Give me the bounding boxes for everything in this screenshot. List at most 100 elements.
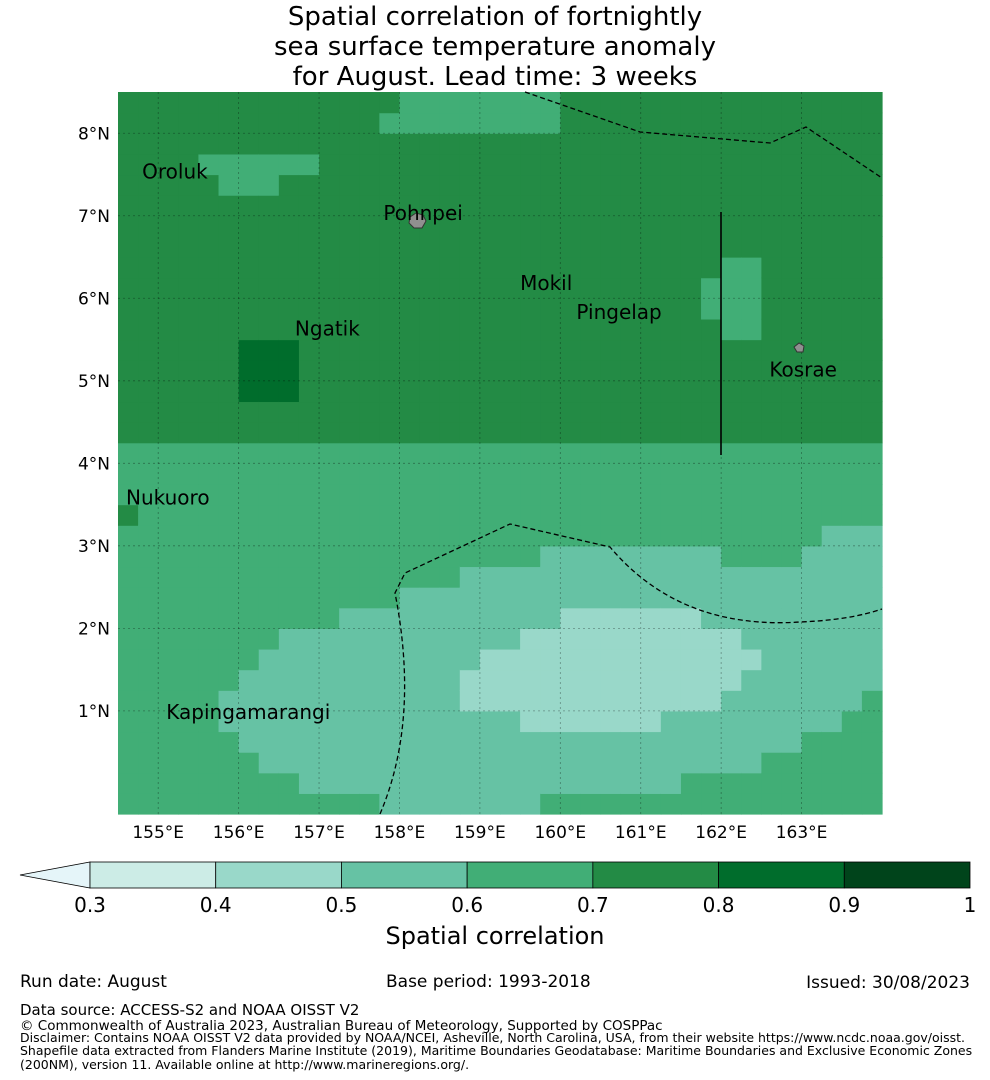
grid-cell — [118, 587, 139, 609]
grid-cell — [379, 298, 401, 320]
grid-cell — [560, 133, 582, 155]
grid-cell — [419, 174, 441, 196]
grid-cell — [238, 174, 260, 196]
grid-cell — [419, 380, 441, 403]
grid-cell — [399, 195, 421, 217]
grid-cell — [319, 360, 340, 382]
grid-cell — [821, 298, 843, 320]
grid-cell — [399, 153, 421, 176]
grid-cell — [118, 607, 139, 629]
grid-cell — [339, 710, 360, 733]
grid-cell — [238, 525, 260, 547]
grid-cell — [178, 174, 200, 196]
grid-cell — [861, 153, 883, 176]
grid-cell — [660, 545, 682, 568]
grid-cell — [298, 463, 320, 485]
grid-cell — [278, 525, 300, 547]
grid-cell — [821, 504, 843, 526]
grid-cell — [781, 607, 803, 629]
grid-cell — [198, 277, 220, 299]
place-label: Oroluk — [142, 160, 208, 184]
grid-cell — [238, 752, 260, 774]
grid-cell — [660, 195, 682, 217]
grid-cell — [781, 442, 803, 464]
grid-cell — [580, 772, 602, 794]
grid-cell — [540, 133, 561, 155]
grid-cell — [218, 215, 240, 237]
grid-cell — [339, 380, 360, 403]
grid-cell — [238, 422, 260, 444]
grid-cell — [238, 710, 260, 733]
grid-cell — [620, 112, 642, 134]
grid-cell — [319, 731, 340, 753]
grid-cell — [158, 298, 179, 320]
grid-cell — [238, 545, 260, 568]
lon-tick-label: 157°E — [293, 823, 345, 843]
grid-cell — [379, 731, 401, 753]
grid-cell — [118, 483, 139, 506]
grid-cell — [278, 360, 300, 382]
grid-cell — [620, 669, 642, 691]
grid-cell — [861, 298, 883, 320]
grid-cell — [580, 195, 602, 217]
grid-cell — [298, 236, 320, 258]
grid-cell — [339, 793, 360, 815]
grid-cell — [500, 483, 521, 506]
grid-cell — [540, 793, 561, 815]
grid-cell — [319, 669, 340, 691]
grid-cell — [841, 133, 863, 155]
grid-cell — [841, 628, 863, 650]
grid-cell — [600, 587, 622, 609]
grid-cell — [520, 112, 541, 134]
grid-cell — [801, 690, 823, 712]
grid-cell — [319, 690, 340, 712]
grid-cell — [520, 731, 541, 753]
pohnpei-island — [408, 212, 427, 229]
grid-cell — [479, 133, 501, 155]
grid-cell — [258, 380, 280, 403]
grid-cell — [399, 277, 421, 299]
grid-cell — [138, 710, 159, 733]
grid-cell — [500, 318, 521, 341]
grid-cell — [118, 360, 139, 382]
grid-cell — [600, 648, 622, 671]
grid-cell — [701, 710, 722, 733]
grid-cell — [359, 401, 380, 423]
grid-cell — [339, 112, 360, 134]
grid-cell — [479, 318, 501, 341]
grid-cell — [741, 195, 762, 217]
grid-cell — [540, 422, 561, 444]
grid-cell — [419, 153, 441, 176]
grid-cell — [520, 236, 541, 258]
grid-cell — [138, 195, 159, 217]
grid-cell — [540, 607, 561, 629]
grid-cell — [660, 422, 682, 444]
grid-cell — [600, 752, 622, 774]
grid-cell — [821, 463, 843, 485]
grid-cell — [218, 648, 240, 671]
grid-cell — [399, 669, 421, 691]
grid-cell — [339, 566, 360, 588]
grid-cell — [741, 339, 762, 361]
kosrae-island — [793, 342, 805, 353]
grid-cell — [359, 236, 380, 258]
grid-cell — [439, 195, 461, 217]
grid-cell — [359, 525, 380, 547]
grid-cell — [298, 277, 320, 299]
grid-cell — [600, 92, 622, 114]
grid-cell — [841, 772, 863, 794]
grid-cell — [198, 442, 220, 464]
grid-cell — [841, 545, 863, 568]
grid-cell — [419, 277, 441, 299]
grid-cell — [178, 133, 200, 155]
grid-cell — [459, 298, 481, 320]
grid-cell — [560, 195, 582, 217]
grid-cell — [359, 195, 380, 217]
grid-cell — [701, 133, 722, 155]
grid-cell — [178, 215, 200, 237]
grid-cell — [178, 483, 200, 506]
grid-cell — [118, 566, 139, 588]
grid-cell — [620, 690, 642, 712]
grid-cell — [218, 277, 240, 299]
grid-cell — [741, 793, 762, 815]
